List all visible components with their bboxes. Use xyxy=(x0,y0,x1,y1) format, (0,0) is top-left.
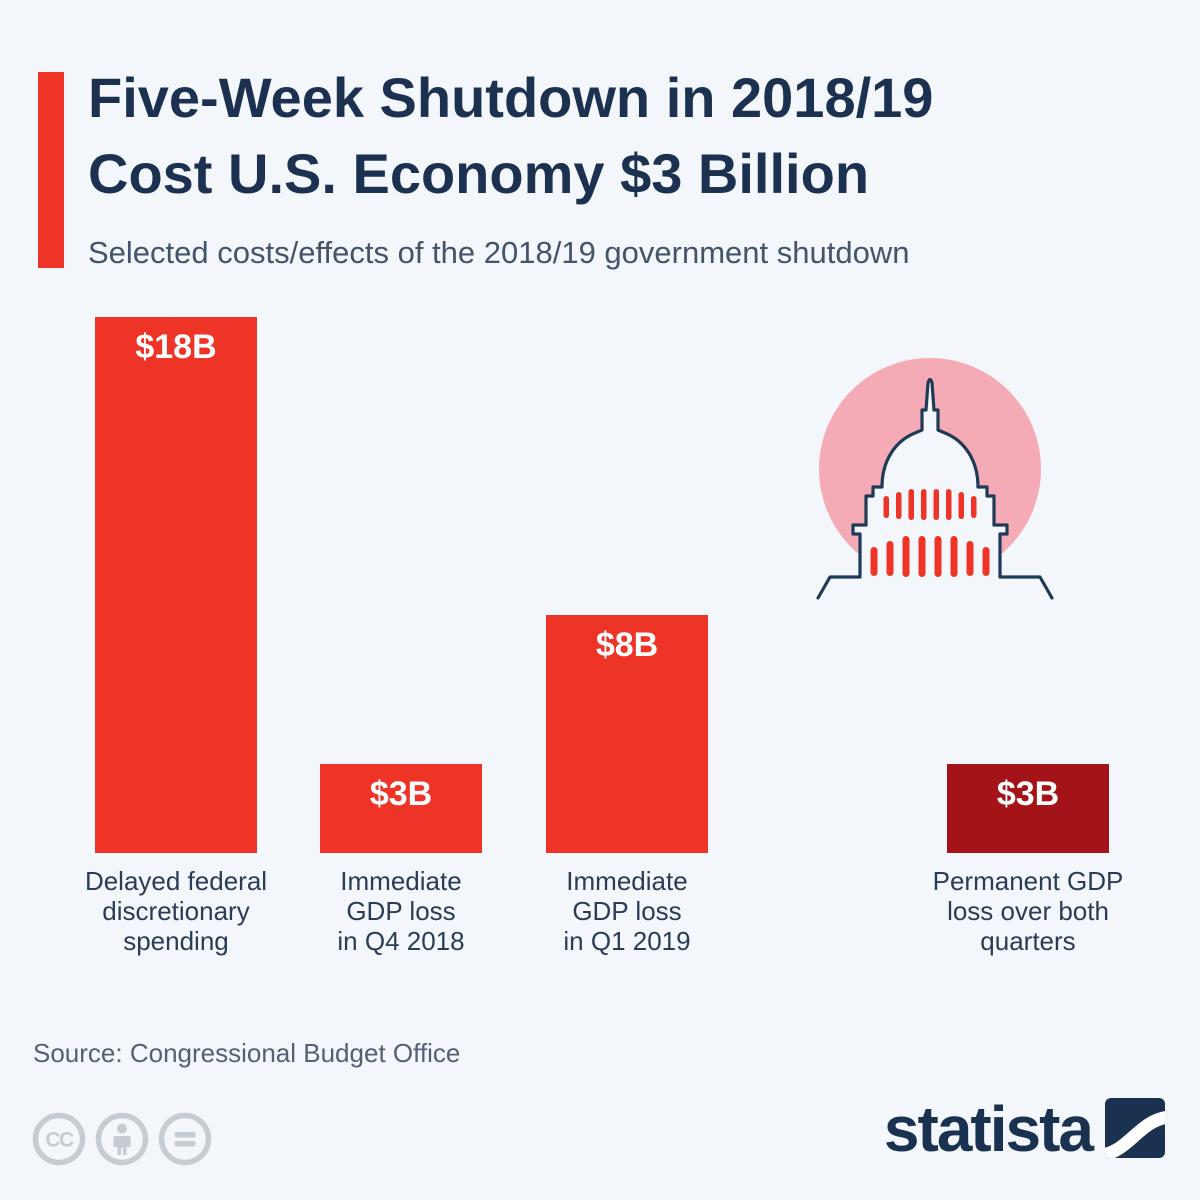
bar-category-label: Immediate GDP loss in Q4 2018 xyxy=(337,866,465,956)
bar-value-label: $8B xyxy=(595,626,659,664)
source-text: Source: Congressional Budget Office xyxy=(33,1038,461,1068)
page-title-line2: Cost U.S. Economy $3 Billion xyxy=(88,142,870,205)
title-accent-bar xyxy=(38,72,64,268)
attribution-icon xyxy=(95,1112,149,1166)
bar-value-label: $3B xyxy=(369,775,433,813)
equals-icon xyxy=(158,1112,212,1166)
bar-delayed-federal-spending: $18B xyxy=(95,317,257,853)
page-subtitle: Selected costs/effects of the 2018/19 go… xyxy=(88,235,910,270)
bar-permanent-gdp-loss: $3B xyxy=(947,764,1109,853)
svg-text:CC: CC xyxy=(45,1129,74,1152)
bar-value-label: $18B xyxy=(135,328,217,366)
bar-gdp-loss-q4-2018: $3B xyxy=(320,764,482,853)
page-title-line1: Five-Week Shutdown in 2018/19 xyxy=(88,66,934,129)
bar-category-label: Delayed federal discretionary spending xyxy=(84,866,268,956)
creative-commons-icon: CC xyxy=(32,1112,86,1166)
bar-category-label: Immediate GDP loss in Q1 2019 xyxy=(563,866,691,956)
bar-value-label: $3B xyxy=(996,775,1060,813)
statista-wordmark: statista xyxy=(883,1093,1094,1165)
capitol-icon xyxy=(816,358,1054,600)
capitol-building-outline xyxy=(816,377,1054,600)
bar-category-label: Permanent GDP loss over both quarters xyxy=(932,866,1124,956)
capitol-upper-columns xyxy=(883,489,977,520)
statista-logo-mark xyxy=(1105,1098,1165,1158)
statista-logo: statista xyxy=(883,1093,1165,1165)
license-icons: CC xyxy=(32,1112,212,1166)
page-title: Five-Week Shutdown in 2018/19 Cost U.S. … xyxy=(88,60,933,212)
bar-gdp-loss-q1-2019: $8B xyxy=(546,615,708,853)
capitol-lower-columns xyxy=(870,536,990,577)
